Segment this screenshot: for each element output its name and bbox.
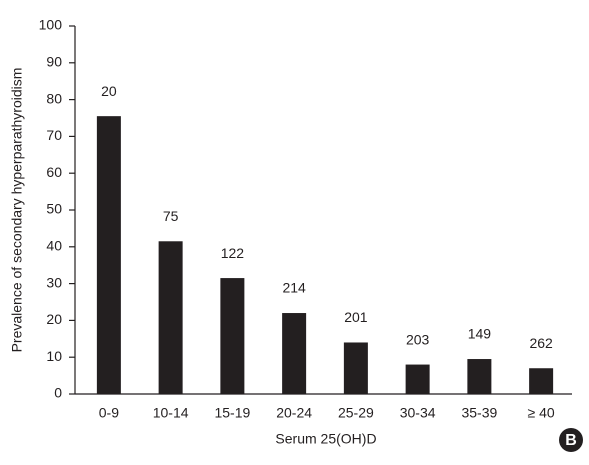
- x-tick-label: 20-24: [276, 405, 312, 421]
- sample-size-label: 122: [221, 245, 245, 261]
- x-tick-label: 0-9: [99, 405, 119, 421]
- y-tick-label: 20: [46, 311, 62, 327]
- x-tick-label: ≥ 40: [528, 405, 555, 421]
- sample-size-label: 20: [101, 83, 117, 99]
- bar: [220, 278, 245, 394]
- bar: [158, 241, 183, 394]
- y-tick-label: 0: [54, 385, 62, 401]
- sample-size-label: 201: [344, 309, 368, 325]
- bar: [467, 359, 492, 394]
- x-tick-label: 35-39: [461, 405, 497, 421]
- x-tick-label: 10-14: [153, 405, 189, 421]
- y-tick-label: 70: [46, 127, 62, 143]
- y-tick-label: 40: [46, 238, 62, 254]
- x-axis-label: Serum 25(OH)D: [275, 431, 376, 447]
- y-tick-label: 30: [46, 274, 62, 290]
- x-tick-label: 25-29: [338, 405, 374, 421]
- bar: [405, 364, 430, 394]
- x-tick-label: 30-34: [400, 405, 436, 421]
- bar: [529, 368, 554, 394]
- bar: [96, 116, 121, 394]
- bar: [343, 342, 368, 394]
- sample-size-label: 149: [468, 326, 492, 342]
- panel-label: B: [565, 432, 577, 449]
- y-axis-label: Prevalence of secondary hyperparathyroid…: [9, 68, 25, 353]
- panel-badge: [559, 428, 583, 452]
- sample-size-label: 214: [282, 280, 306, 296]
- y-tick-label: 100: [39, 17, 63, 33]
- y-tick-label: 60: [46, 164, 62, 180]
- x-tick-label: 15-19: [214, 405, 250, 421]
- y-tick-label: 80: [46, 90, 62, 106]
- y-tick-label: 90: [46, 54, 62, 70]
- sample-size-label: 75: [163, 208, 179, 224]
- y-tick-label: 50: [46, 201, 62, 217]
- bar: [282, 313, 307, 394]
- sample-size-label: 203: [406, 331, 430, 347]
- sample-size-label: 262: [529, 335, 553, 351]
- y-tick-label: 10: [46, 348, 62, 364]
